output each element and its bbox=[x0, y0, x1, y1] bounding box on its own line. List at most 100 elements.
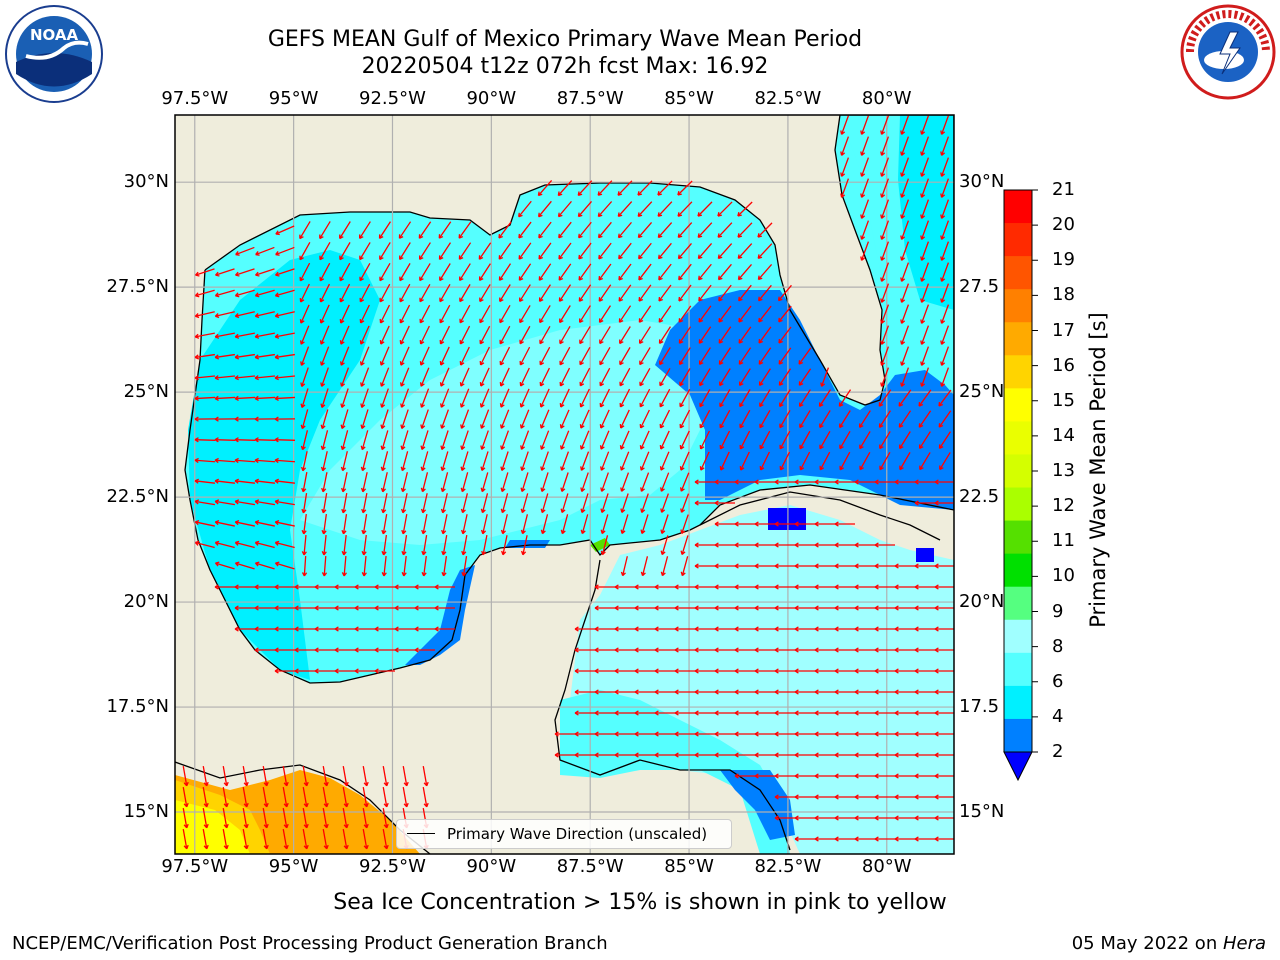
wave-arrow bbox=[341, 472, 348, 493]
wave-arrow bbox=[479, 284, 491, 303]
wave-arrow bbox=[840, 115, 850, 135]
wave-arrow bbox=[694, 563, 715, 569]
wave-arrow bbox=[459, 325, 471, 345]
wave-arrow bbox=[578, 242, 592, 260]
wave-arrow bbox=[639, 409, 650, 429]
wave-arrow bbox=[759, 409, 771, 429]
wave-arrow bbox=[714, 731, 735, 737]
wave-arrow bbox=[574, 710, 595, 716]
wave-arrow bbox=[594, 731, 615, 737]
wave-arrow bbox=[399, 283, 411, 303]
wave-arrow bbox=[694, 479, 715, 485]
wave-arrow bbox=[759, 451, 770, 471]
wave-arrow bbox=[820, 367, 830, 387]
wave-arrow bbox=[300, 451, 308, 472]
wave-arrow bbox=[314, 626, 335, 632]
wave-arrow bbox=[734, 584, 755, 590]
wave-arrow bbox=[754, 521, 775, 527]
wave-arrow bbox=[734, 773, 755, 779]
wave-arrow bbox=[262, 808, 269, 829]
wave-arrow bbox=[874, 773, 895, 779]
wave-arrow bbox=[934, 689, 954, 695]
wave-arrow bbox=[694, 752, 715, 758]
wave-arrow bbox=[758, 326, 772, 344]
wave-arrow bbox=[519, 409, 530, 429]
wave-arrow bbox=[275, 246, 295, 256]
wave-arrow bbox=[634, 710, 655, 716]
wave-arrow bbox=[618, 284, 632, 302]
wave-arrow bbox=[520, 472, 529, 493]
wave-arrow bbox=[900, 157, 910, 177]
wave-arrow bbox=[718, 284, 732, 302]
wave-arrow bbox=[658, 305, 672, 323]
wave-arrow bbox=[194, 540, 215, 549]
wave-arrow bbox=[714, 689, 735, 695]
wave-arrow bbox=[918, 431, 931, 450]
wave-arrow bbox=[255, 268, 275, 277]
wave-arrow bbox=[900, 220, 910, 240]
wave-arrow bbox=[500, 514, 508, 535]
wave-arrow bbox=[659, 347, 671, 366]
wave-arrow bbox=[894, 626, 915, 632]
caribbean-coastal-water bbox=[560, 690, 790, 854]
wave-arrow bbox=[734, 710, 755, 716]
wave-arrow bbox=[559, 326, 571, 345]
wave-arrow bbox=[940, 157, 950, 177]
wave-arrow bbox=[694, 500, 715, 506]
atlantic-offshore-water bbox=[898, 115, 954, 310]
wave-arrow bbox=[319, 304, 330, 324]
wave-arrow bbox=[860, 115, 870, 135]
colorbar-tick-label: 17 bbox=[1052, 319, 1075, 341]
wave-arrow bbox=[374, 668, 395, 674]
wave-arrow bbox=[754, 647, 775, 653]
wave-arrow bbox=[619, 409, 630, 429]
colorbar-tick-label: 4 bbox=[1052, 705, 1064, 727]
wave-arrow bbox=[479, 304, 491, 324]
wave-arrow bbox=[754, 689, 775, 695]
wave-arrow bbox=[254, 647, 275, 653]
wave-arrow bbox=[299, 325, 310, 345]
wave-arrow bbox=[678, 326, 692, 344]
wave-arrow bbox=[794, 542, 815, 548]
wave-arrow bbox=[634, 731, 655, 737]
wave-arrow bbox=[202, 787, 209, 808]
wave-arrow bbox=[214, 353, 235, 360]
wave-arrow bbox=[739, 430, 751, 450]
wave-arrow bbox=[234, 478, 256, 484]
colorbar-segment bbox=[1004, 322, 1032, 356]
wave-arrow bbox=[694, 542, 715, 548]
wave-arrow bbox=[677, 180, 693, 196]
wave-arrow bbox=[314, 605, 335, 611]
wave-arrow bbox=[900, 304, 910, 324]
wave-arrow bbox=[194, 478, 216, 484]
wave-arrow bbox=[342, 829, 349, 850]
wave-arrow bbox=[694, 605, 715, 611]
wave-arrow bbox=[360, 472, 368, 493]
map-frame bbox=[174, 114, 955, 855]
wave-arrow bbox=[834, 479, 855, 485]
map-legend: Primary Wave Direction (unscaled) bbox=[396, 819, 732, 849]
wave-arrow bbox=[579, 367, 591, 387]
wave-arrow bbox=[262, 829, 269, 850]
wave-arrow bbox=[300, 430, 309, 451]
wave-arrow bbox=[794, 479, 815, 485]
wave-arrow bbox=[519, 305, 531, 324]
wave-arrow bbox=[637, 180, 653, 196]
wave-arrow bbox=[322, 766, 329, 787]
wave-arrow bbox=[934, 479, 954, 485]
wave-arrow bbox=[520, 514, 529, 535]
wave-arrow bbox=[274, 647, 295, 653]
wave-arrow bbox=[254, 289, 275, 298]
wave-arrow bbox=[361, 534, 367, 556]
wave-arrow bbox=[657, 242, 672, 260]
wave-arrow bbox=[659, 451, 670, 471]
wave-arrow bbox=[914, 752, 935, 758]
wave-arrow bbox=[422, 766, 429, 787]
wave-arrow bbox=[194, 499, 215, 506]
wave-arrow bbox=[920, 178, 930, 198]
wave-arrow bbox=[694, 668, 715, 674]
wave-arrow bbox=[814, 626, 835, 632]
wave-arrow bbox=[898, 410, 912, 428]
wave-arrow bbox=[614, 626, 635, 632]
wave-arrow bbox=[934, 626, 954, 632]
